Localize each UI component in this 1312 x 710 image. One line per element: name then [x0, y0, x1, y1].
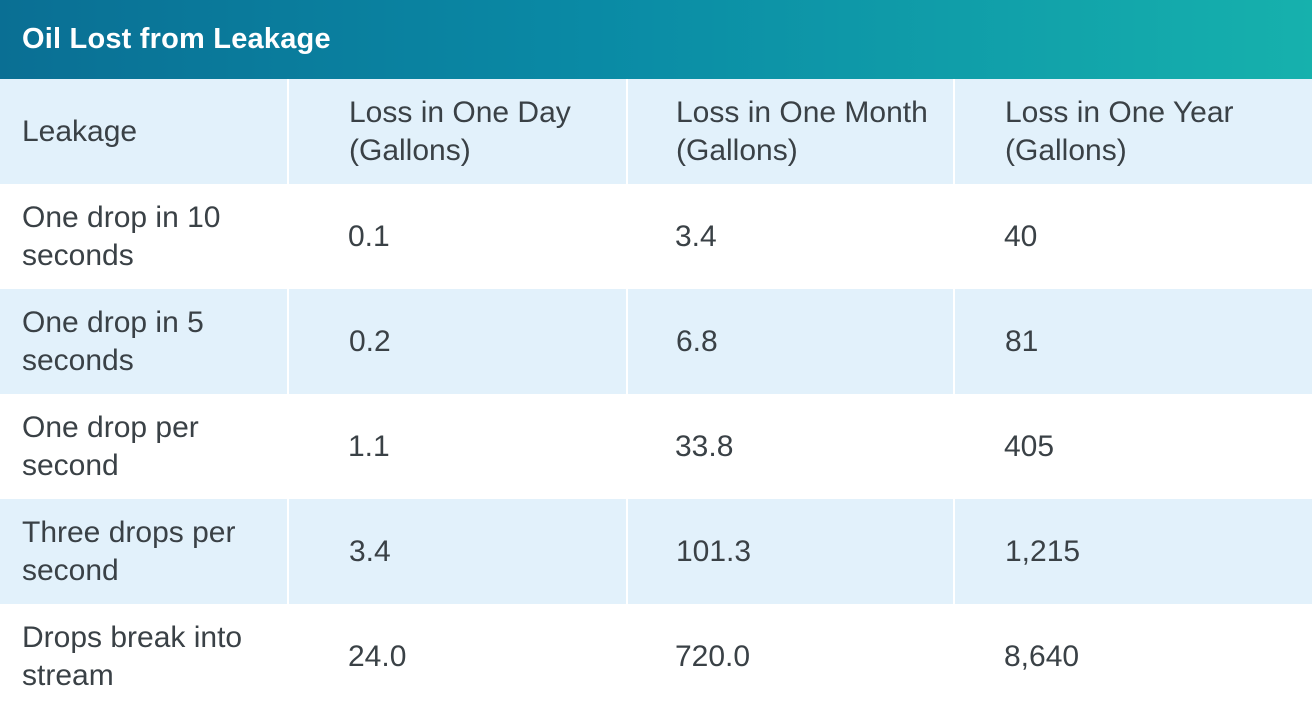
column-header-leakage: Leakage	[0, 79, 289, 184]
column-header-day: Loss in One Day (Gallons)	[288, 79, 628, 184]
cell-leakage: One drop in 5 seconds	[0, 289, 289, 394]
table-row: One drop in 10 seconds 0.1 3.4 40	[0, 184, 1312, 289]
cell-month: 3.4	[675, 219, 717, 253]
cell-year: 8,640	[1004, 639, 1080, 673]
table-row: One drop per second 1.1 33.8 405	[0, 394, 1312, 499]
cell-day: 0.1	[348, 219, 390, 253]
cell-leakage: Three drops per second	[0, 499, 289, 604]
table-title: Oil Lost from Leakage	[22, 23, 331, 55]
cell-month: 6.8	[627, 289, 955, 394]
cell-month: 33.8	[675, 429, 734, 463]
cell-year: 81	[1005, 324, 1039, 358]
table-row: Three drops per second 3.4 101.3 1,215	[0, 499, 1312, 604]
cell-leakage: One drop per second	[22, 410, 199, 482]
cell-year: 40	[1004, 219, 1038, 253]
table-header-row: Leakage Loss in One Day (Gallons) Loss i…	[0, 79, 1312, 184]
oil-loss-table: Leakage Loss in One Day (Gallons) Loss i…	[0, 79, 1312, 709]
cell-day: 24.0	[348, 639, 407, 673]
cell-day: 3.4	[288, 499, 628, 604]
table-row: Drops break into stream 24.0 720.0 8,640	[0, 604, 1312, 709]
column-header-month: Loss in One Month (Gallons)	[627, 79, 955, 184]
cell-day: 1.1	[348, 429, 390, 463]
cell-leakage: Drops break into stream	[22, 620, 243, 692]
cell-month: 720.0	[675, 639, 751, 673]
cell-month: 101.3	[627, 499, 955, 604]
cell-leakage: One drop in 10 seconds	[22, 200, 221, 272]
cell-day: 0.2	[288, 289, 628, 394]
table-row: One drop in 5 seconds 0.2 6.8 81	[0, 289, 1312, 394]
cell-year: 1,215	[1005, 534, 1081, 568]
cell-year: 405	[1004, 429, 1055, 463]
column-header-year: Loss in One Year (Gallons)	[1005, 95, 1234, 167]
table-title-bar: Oil Lost from Leakage	[0, 0, 1312, 79]
